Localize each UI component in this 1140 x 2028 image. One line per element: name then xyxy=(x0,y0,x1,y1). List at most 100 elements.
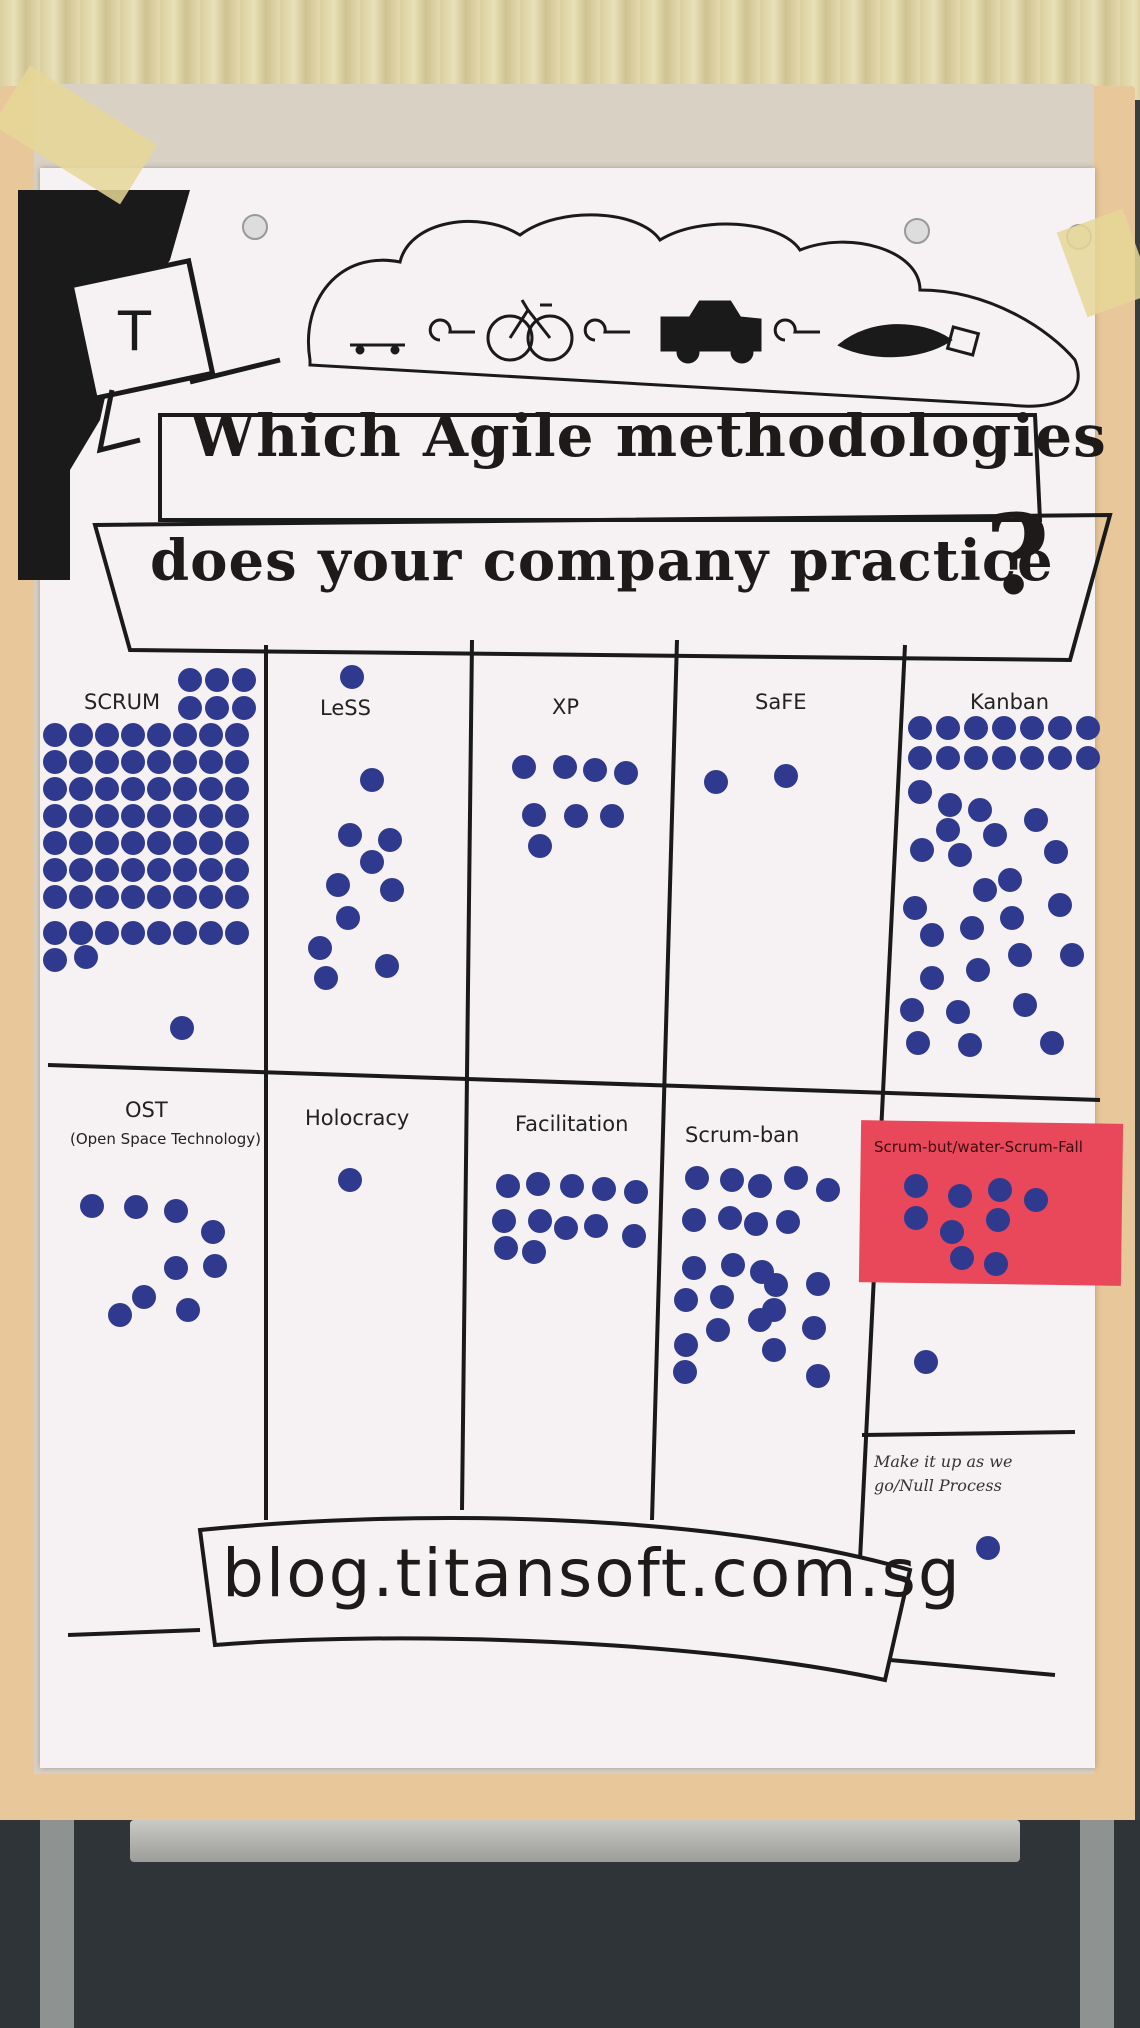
vote-dot xyxy=(205,696,229,720)
vote-dot xyxy=(225,804,249,828)
category-label-less: LeSS xyxy=(320,696,371,720)
vote-dot xyxy=(43,885,67,909)
vote-dot xyxy=(904,1174,928,1198)
vote-dot xyxy=(776,1210,800,1234)
vote-dot xyxy=(173,858,197,882)
vote-dot xyxy=(784,1166,808,1190)
vote-dot xyxy=(225,858,249,882)
vote-dot xyxy=(173,723,197,747)
vote-dot xyxy=(360,850,384,874)
vote-dot xyxy=(1024,808,1048,832)
category-label-xp: XP xyxy=(552,695,580,719)
vote-dot xyxy=(375,954,399,978)
vote-dot xyxy=(976,1536,1000,1560)
vote-dot xyxy=(920,923,944,947)
vote-dot xyxy=(908,746,932,770)
vote-dot xyxy=(338,823,362,847)
vote-dot xyxy=(173,777,197,801)
title-banner-bottom xyxy=(92,512,1113,663)
vote-dot xyxy=(496,1174,520,1198)
vote-dot xyxy=(121,885,145,909)
vote-dot xyxy=(69,858,93,882)
vote-dot xyxy=(1013,993,1037,1017)
vote-dot xyxy=(554,1216,578,1240)
vote-dot xyxy=(592,1177,616,1201)
vote-dot xyxy=(583,758,607,782)
vote-dot xyxy=(121,750,145,774)
vote-dot xyxy=(958,1033,982,1057)
vote-dot xyxy=(69,921,93,945)
vote-dot xyxy=(983,823,1007,847)
logo-character-drawing xyxy=(68,257,281,454)
vote-dot xyxy=(147,804,171,828)
vote-dot xyxy=(199,777,223,801)
paper-hole xyxy=(242,214,268,240)
paper-hole xyxy=(904,218,930,244)
vote-dot xyxy=(744,1212,768,1236)
logo-letter: T xyxy=(118,300,151,363)
vote-dot xyxy=(936,818,960,842)
category-label-kanban: Kanban xyxy=(970,690,1050,714)
vote-dot xyxy=(950,1246,974,1270)
vote-dot xyxy=(69,723,93,747)
evolution-icons-drawing xyxy=(350,299,981,364)
category-label-scrumban: Scrum-ban xyxy=(685,1123,800,1147)
vote-dot xyxy=(512,755,536,779)
vote-dot xyxy=(173,804,197,828)
vote-dot xyxy=(774,764,798,788)
vote-dot xyxy=(721,1253,745,1277)
vote-dot xyxy=(704,770,728,794)
vote-dot xyxy=(43,804,67,828)
vote-dot xyxy=(600,804,624,828)
vote-dot xyxy=(121,777,145,801)
vote-dot xyxy=(1040,1031,1064,1055)
vote-dot xyxy=(685,1166,709,1190)
vote-dot xyxy=(95,750,119,774)
flipchart-poster xyxy=(40,168,1095,1768)
vote-dot xyxy=(178,668,202,692)
vote-dot xyxy=(121,831,145,855)
vote-dot xyxy=(806,1364,830,1388)
vote-dot xyxy=(95,777,119,801)
vote-dot xyxy=(992,746,1016,770)
category-label-safe: SaFE xyxy=(755,690,807,714)
vote-dot xyxy=(984,1252,1008,1276)
vote-dot xyxy=(147,858,171,882)
vote-dot xyxy=(201,1220,225,1244)
title-banner-top xyxy=(158,413,1043,522)
vote-dot xyxy=(522,1240,546,1264)
vote-dot xyxy=(938,793,962,817)
vote-dot xyxy=(147,723,171,747)
vote-dot xyxy=(624,1180,648,1204)
vote-dot xyxy=(682,1208,706,1232)
vote-dot xyxy=(706,1318,730,1342)
vote-dot xyxy=(69,750,93,774)
vote-dot xyxy=(682,1256,706,1280)
vote-dot xyxy=(1048,746,1072,770)
vote-dot xyxy=(910,838,934,862)
vote-dot xyxy=(940,1220,964,1244)
vote-dot xyxy=(1060,943,1084,967)
vote-dot xyxy=(553,755,577,779)
category-label-ost-subtitle: (Open Space Technology) xyxy=(70,1130,262,1148)
vote-dot xyxy=(199,750,223,774)
vote-dot xyxy=(173,921,197,945)
vote-dot xyxy=(336,906,360,930)
vote-dot xyxy=(614,761,638,785)
vote-dot xyxy=(992,716,1016,740)
vote-dot xyxy=(1048,893,1072,917)
category-grid xyxy=(47,639,1101,1561)
vote-dot xyxy=(164,1256,188,1280)
vote-dot xyxy=(674,1288,698,1312)
category-label-scrum-but: Scrum-but/water-Scrum-Fall xyxy=(874,1138,1083,1156)
vote-dot xyxy=(1020,746,1044,770)
vote-dot xyxy=(908,780,932,804)
vote-dot xyxy=(95,804,119,828)
vote-dot xyxy=(121,804,145,828)
vote-dot xyxy=(1076,746,1100,770)
vote-dot xyxy=(528,1209,552,1233)
vote-dot xyxy=(164,1199,188,1223)
vote-dot xyxy=(522,803,546,827)
vote-dot xyxy=(199,804,223,828)
vote-dot xyxy=(69,777,93,801)
